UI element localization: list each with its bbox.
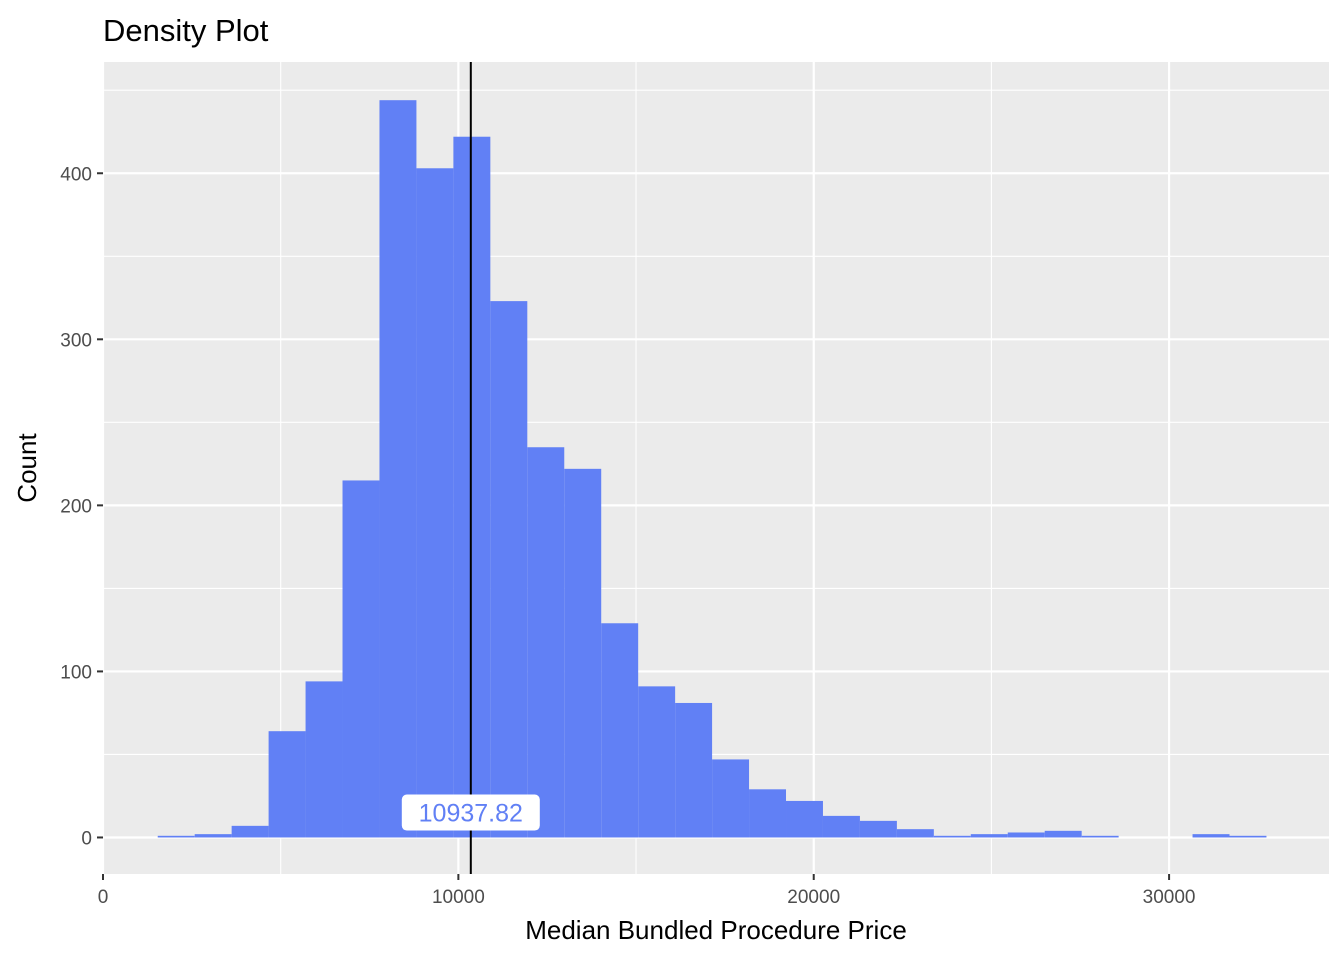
y-tick-label: 100 xyxy=(60,662,92,683)
x-tick-label: 10000 xyxy=(432,887,485,908)
histogram-bar xyxy=(342,480,380,838)
y-tick-label: 400 xyxy=(60,164,92,185)
histogram-bar xyxy=(970,834,1008,838)
histogram-bar xyxy=(1081,835,1119,838)
histogram-bar xyxy=(490,301,528,838)
histogram-bar xyxy=(1007,832,1045,838)
x-axis-title: Median Bundled Procedure Price xyxy=(525,915,907,945)
y-axis-ticks: 0 100 200 300 400 xyxy=(60,164,103,849)
histogram-bar xyxy=(712,759,750,838)
x-axis-ticks: 0 10000 20000 30000 xyxy=(98,874,1196,908)
x-tick-label: 30000 xyxy=(1143,887,1196,908)
x-tick-label: 20000 xyxy=(787,887,840,908)
histogram-bar xyxy=(416,168,454,838)
y-tick-label: 200 xyxy=(60,496,92,517)
histogram-bar xyxy=(453,136,491,838)
histogram-bar xyxy=(194,834,232,838)
annotation-label: 10937.82 xyxy=(419,800,523,828)
y-tick-label: 300 xyxy=(60,330,92,351)
histogram-bar xyxy=(896,829,934,838)
histogram-bars xyxy=(157,100,1267,838)
histogram-bar xyxy=(749,789,787,838)
value-annotation: 10937.82 xyxy=(401,794,540,831)
histogram-bar xyxy=(859,820,897,838)
histogram-bar xyxy=(379,100,417,838)
histogram-bar xyxy=(675,702,713,838)
histogram-bar xyxy=(1044,830,1082,838)
chart-title: Density Plot xyxy=(103,13,269,48)
histogram-bar xyxy=(564,468,602,838)
x-tick-label: 0 xyxy=(98,887,109,908)
annotation-box xyxy=(401,794,540,831)
histogram-bar xyxy=(231,825,269,838)
histogram-bar xyxy=(527,447,565,838)
y-axis-title: Count xyxy=(12,433,42,503)
y-tick-label: 0 xyxy=(81,828,92,849)
histogram-bar xyxy=(601,623,639,838)
histogram-bar xyxy=(822,815,860,838)
histogram-bar xyxy=(786,800,823,838)
histogram-bar xyxy=(157,835,195,838)
histogram-bar xyxy=(638,686,676,838)
histogram-bar xyxy=(933,835,971,838)
histogram-bar xyxy=(1229,835,1267,838)
histogram-bar xyxy=(1192,834,1230,838)
histogram-bar xyxy=(305,681,343,838)
histogram-bar xyxy=(268,731,306,838)
